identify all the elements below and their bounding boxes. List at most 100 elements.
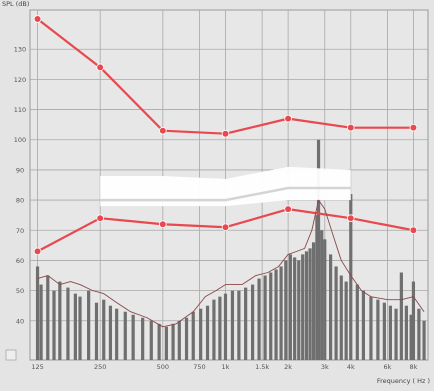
y-tick-label: 100: [14, 136, 26, 144]
spectrum-bar: [279, 266, 283, 360]
upper-limit-point: [96, 63, 104, 72]
x-tick-label: 6k: [383, 363, 391, 371]
spectrum-bar: [123, 311, 127, 360]
spectrum-bar: [334, 266, 338, 360]
spectrum-bar: [149, 320, 153, 360]
spectrum-bar: [237, 290, 241, 360]
lower-threshold-point: [33, 247, 42, 256]
spectrum-bar: [218, 296, 222, 360]
spectrum-bar: [297, 260, 301, 360]
series-lines: [33, 15, 425, 328]
spectrum-bar: [171, 323, 175, 360]
y-tick-label: 70: [16, 227, 24, 235]
spectrum-bar: [251, 284, 255, 360]
spectrum-bar: [131, 314, 135, 360]
upper-limit-point: [159, 126, 167, 135]
spectrum-bar: [66, 287, 70, 360]
spectrum-bar: [344, 281, 348, 360]
spectrum-bar: [311, 242, 316, 360]
spectrum-bar: [157, 323, 161, 360]
spectrum-bar: [78, 296, 82, 360]
spectrum-bar: [388, 305, 392, 360]
spectrum-bar: [274, 269, 278, 360]
spectrum-bar: [349, 194, 353, 360]
spectrum-bar: [230, 290, 235, 360]
upper-limit-point: [346, 123, 355, 132]
spectrum-bar: [404, 305, 408, 360]
lower-threshold-point: [159, 220, 167, 229]
spectrum-bar: [199, 308, 203, 360]
spectrum-bar: [35, 266, 40, 360]
spectrum-bar: [257, 278, 261, 360]
spectrum-bar: [409, 314, 413, 360]
y-tick-label: 120: [14, 76, 26, 84]
x-tick-label: 2k: [284, 363, 292, 371]
y-tick-label: 80: [16, 197, 24, 205]
spectrum-bar: [417, 308, 421, 360]
spectrum-bar: [288, 254, 292, 360]
x-tick-label: 3k: [321, 363, 329, 371]
spectrum-bar: [184, 317, 189, 360]
y-tick-label: 110: [14, 106, 26, 114]
x-tick-labels: 125 250 500 750 1k 1.5k 2k 3k 4k 6k 8k: [31, 363, 417, 371]
spectrum-bar: [141, 317, 145, 360]
spectrum-bar: [284, 260, 288, 360]
spectrum-bar: [361, 290, 366, 360]
y-tick-label: 130: [14, 46, 26, 54]
spectrum-bar: [263, 275, 267, 360]
x-tick-label: 750: [193, 363, 205, 371]
x-tick-label: 125: [31, 363, 43, 371]
spectrum-bar: [323, 239, 327, 360]
spectrum-bar: [164, 326, 168, 360]
lower-threshold-point: [284, 205, 292, 213]
spectrum-bar: [244, 287, 248, 360]
x-tick-label: 1k: [222, 363, 230, 371]
x-tick-label: 1.5k: [255, 363, 269, 371]
spectrum-bar: [355, 284, 359, 360]
spectrum-bar: [73, 293, 77, 360]
spectrum-bar: [301, 254, 305, 360]
x-tick-label: 500: [157, 363, 169, 371]
spectrum-envelope-line: [37, 199, 425, 328]
spectrum-bar: [58, 281, 62, 360]
lower-threshold-point: [221, 223, 230, 232]
spectrum-bar: [316, 139, 321, 360]
spectrum-bar: [212, 299, 216, 360]
spectrum-bar: [304, 251, 309, 360]
spectrum-bar: [39, 284, 43, 360]
spectrum-bar: [411, 281, 416, 360]
spectrum-bar: [369, 296, 373, 360]
x-tick-label: 8k: [409, 363, 417, 371]
upper-limit-point: [409, 123, 418, 132]
spectrum-bar: [339, 275, 343, 360]
spectrum-bar: [269, 272, 273, 360]
y-tick-label: 50: [16, 287, 24, 295]
x-tick-label: 250: [94, 363, 106, 371]
spectrum-bar: [102, 299, 106, 360]
y-tick-labels: 40 50 60 70 80 90 100 110 120 130: [14, 46, 26, 326]
spectrum-bar: [46, 275, 50, 360]
spectrum-bars: [35, 139, 426, 360]
spectrum-bar: [115, 308, 119, 360]
spectrum-bar: [394, 308, 398, 360]
spectrum-bar: [399, 272, 403, 360]
lower-threshold-point: [346, 214, 355, 222]
y-axis-label: SPL (dB): [2, 0, 29, 8]
upper-limit-point: [221, 129, 230, 138]
spectrum-bar: [223, 293, 228, 360]
y-tick-label: 90: [16, 166, 24, 174]
spectrum-bar: [177, 320, 181, 360]
speech-band-area: [100, 166, 351, 207]
corner-toggle[interactable]: [5, 349, 17, 361]
y-tick-label: 60: [16, 257, 24, 265]
spectrum-bar: [87, 290, 91, 360]
spectrum-bar: [205, 305, 210, 360]
lower-threshold-point: [409, 226, 418, 235]
spectrum-bar: [320, 230, 324, 360]
upper-limit-point: [33, 15, 42, 23]
spectrum-bar: [382, 302, 386, 360]
spectrum-bar: [315, 215, 319, 360]
speech-band: [100, 166, 351, 207]
